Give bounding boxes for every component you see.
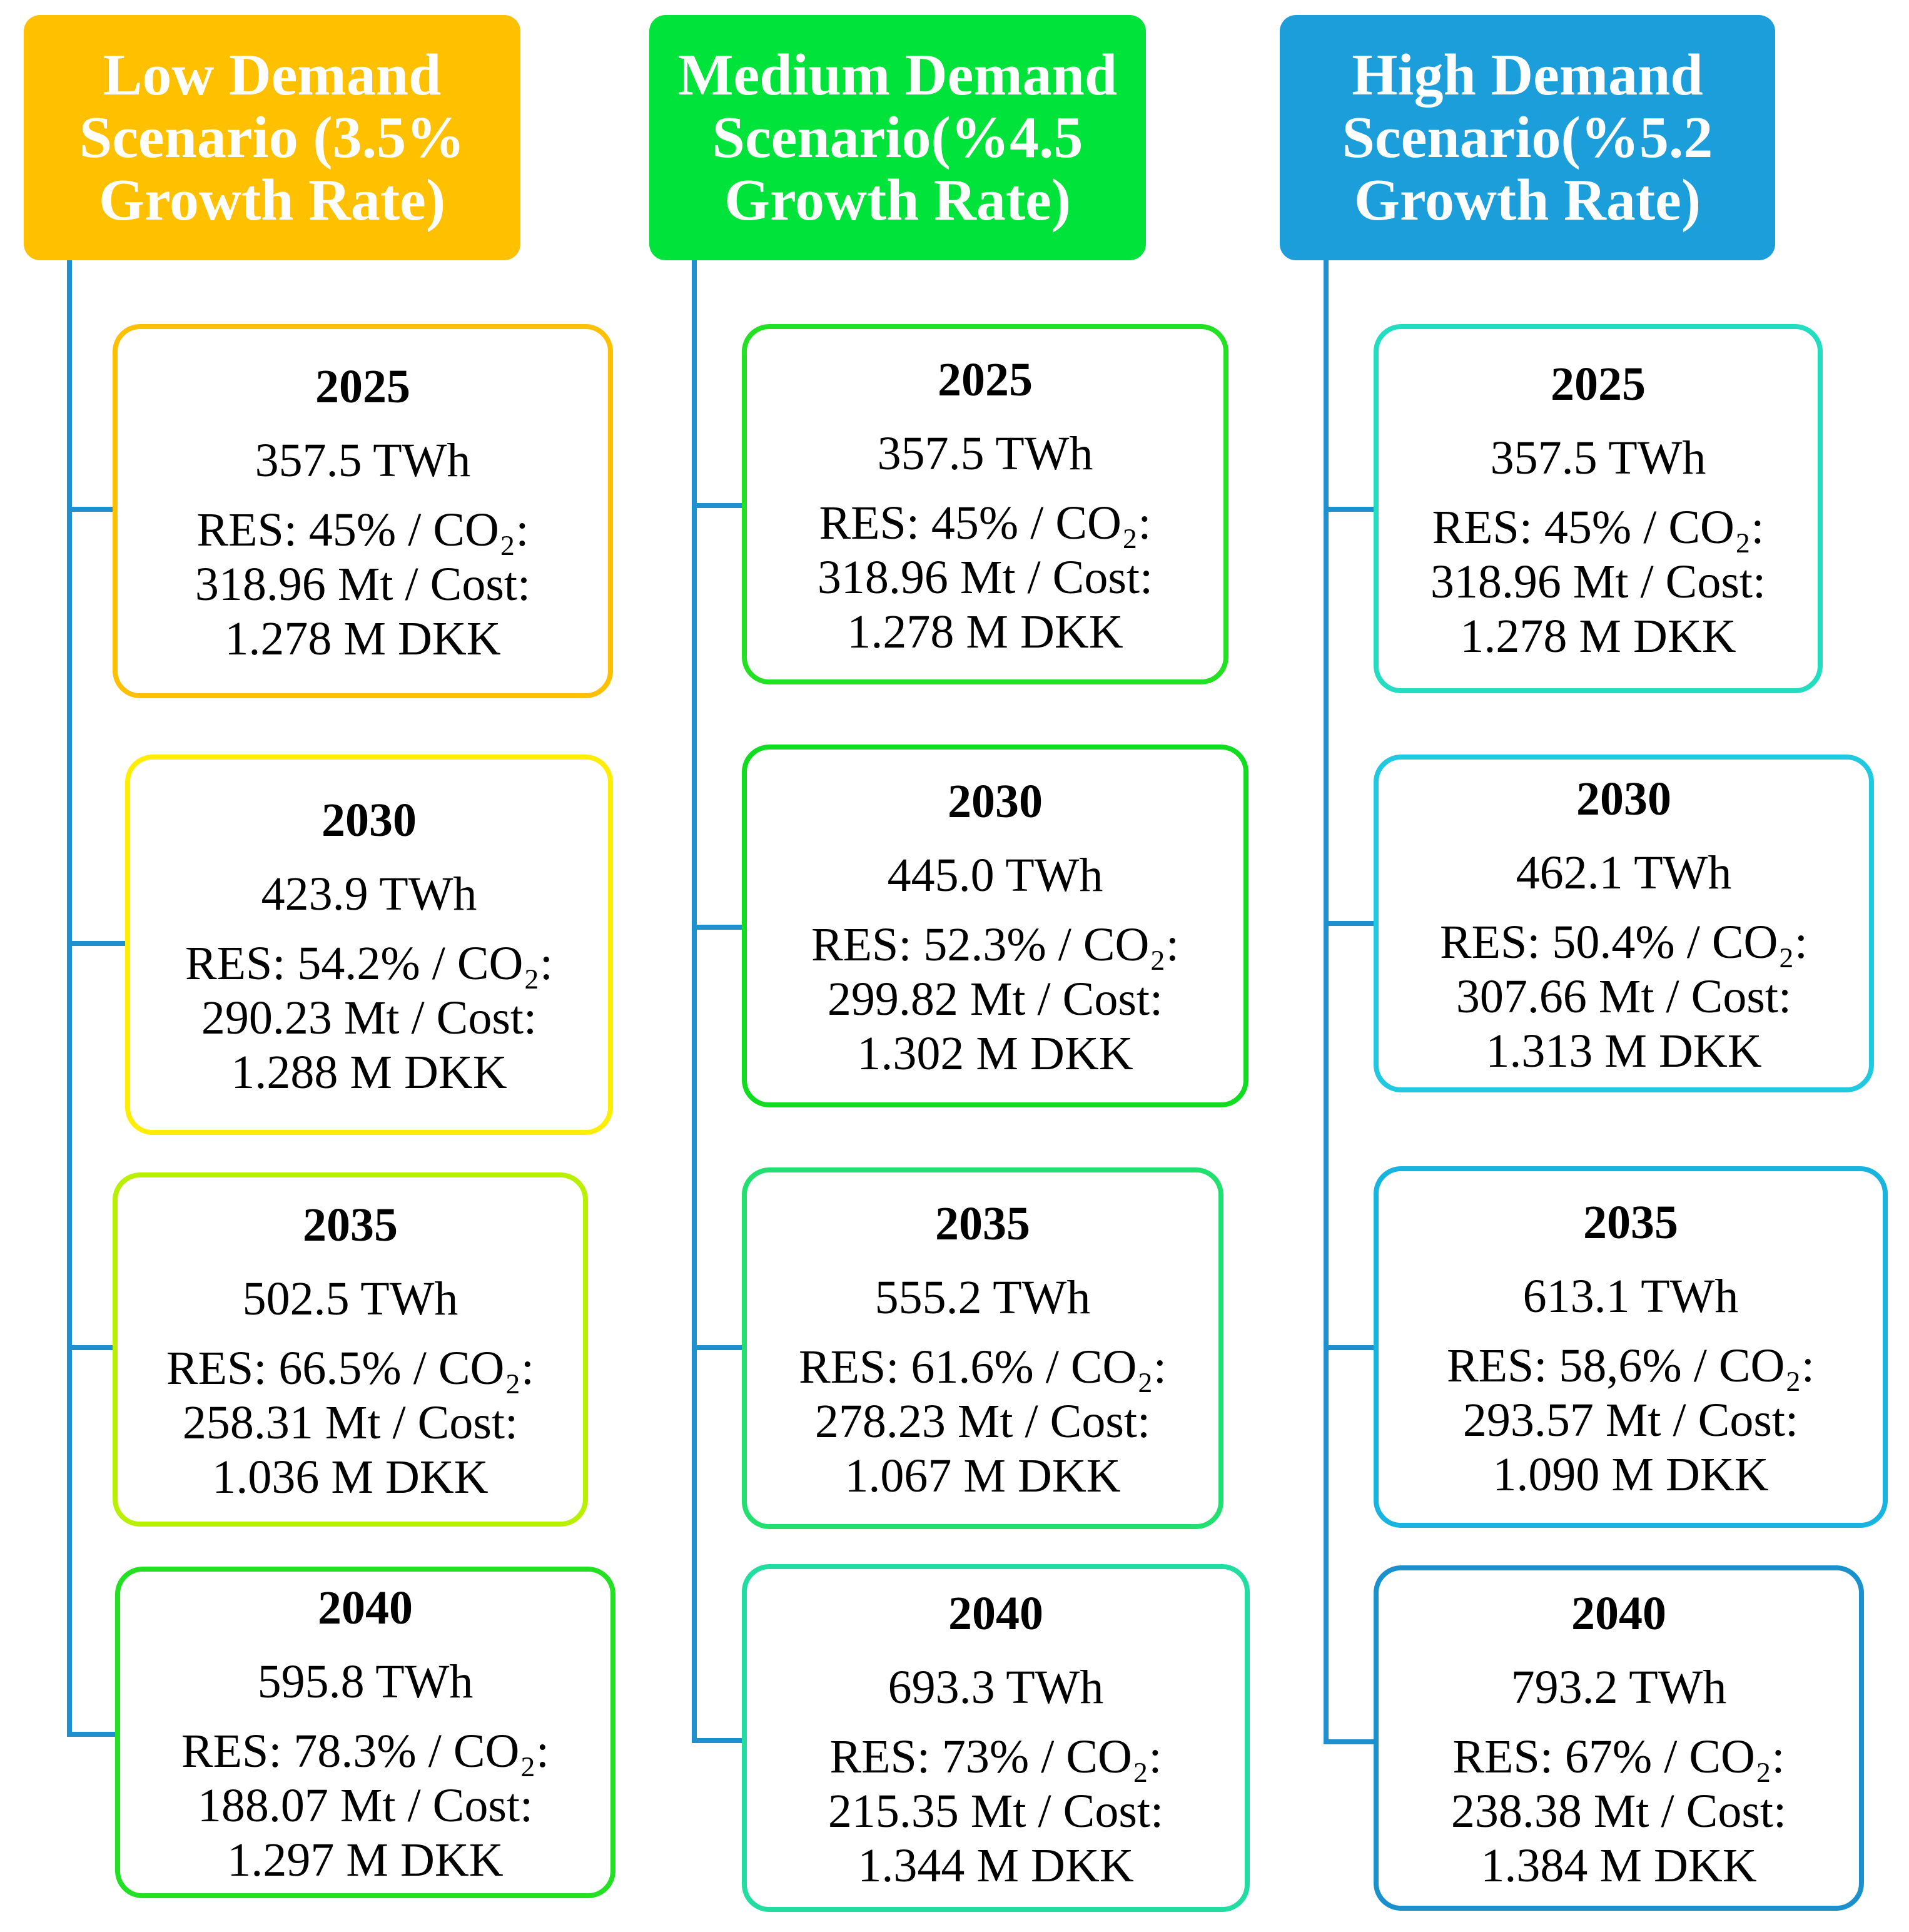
metrics-text: RES: 54.2% / CO₂: 290.23 Mt / Cost: 1.28… xyxy=(185,937,554,1099)
medium-demand-title: Medium Demand Scenario(%4.5 Growth Rate) xyxy=(677,43,1118,233)
year-label: 2040 xyxy=(318,1581,413,1634)
metrics-text: RES: 45% / CO₂: 318.96 Mt / Cost: 1.278 … xyxy=(1430,501,1766,663)
metrics-text: RES: 66.5% / CO₂: 258.31 Mt / Cost: 1.03… xyxy=(166,1341,535,1503)
year-label: 2025 xyxy=(1551,357,1646,410)
demand-value: 357.5 TWh xyxy=(1490,431,1706,484)
demand-value: 793.2 TWh xyxy=(1511,1660,1727,1714)
high-connector-2030 xyxy=(1324,921,1377,926)
medium-card-2030: 2030 445.0 TWh RES: 52.3% / CO₂: 299.82 … xyxy=(742,745,1248,1107)
year-label: 2030 xyxy=(322,793,417,847)
demand-value: 502.5 TWh xyxy=(242,1272,458,1325)
metrics-text: RES: 78.3% / CO₂: 188.07 Mt / Cost: 1.29… xyxy=(181,1724,550,1886)
year-label: 2030 xyxy=(948,775,1043,828)
high-connector-2040 xyxy=(1324,1739,1377,1744)
metrics-text: RES: 45% / CO₂: 318.96 Mt / Cost: 1.278 … xyxy=(817,496,1153,658)
medium-connector-2035 xyxy=(692,1345,744,1350)
metrics-text: RES: 50.4% / CO₂: 307.66 Mt / Cost: 1.31… xyxy=(1439,915,1808,1077)
metrics-text: RES: 45% / CO₂: 318.96 Mt / Cost: 1.278 … xyxy=(195,503,531,665)
medium-demand-header: Medium Demand Scenario(%4.5 Growth Rate) xyxy=(649,15,1146,260)
low-card-2040: 2040 595.8 TWh RES: 78.3% / CO₂: 188.07 … xyxy=(115,1567,615,1898)
demand-value: 357.5 TWh xyxy=(877,427,1093,480)
high-connector-2025 xyxy=(1324,507,1377,512)
medium-card-2035: 2035 555.2 TWh RES: 61.6% / CO₂: 278.23 … xyxy=(742,1167,1223,1529)
high-card-2035: 2035 613.1 TWh RES: 58,6% / CO₂: 293.57 … xyxy=(1374,1166,1888,1528)
medium-card-2025: 2025 357.5 TWh RES: 45% / CO₂: 318.96 Mt… xyxy=(742,324,1228,684)
year-label: 2035 xyxy=(935,1197,1030,1250)
demand-value: 613.1 TWh xyxy=(1522,1269,1739,1323)
medium-demand-connector xyxy=(692,260,697,1743)
low-connector-2030 xyxy=(67,941,127,946)
high-demand-header: High Demand Scenario(%5.2 Growth Rate) xyxy=(1280,15,1775,260)
medium-connector-2040 xyxy=(692,1738,744,1743)
high-card-2030: 2030 462.1 TWh RES: 50.4% / CO₂: 307.66 … xyxy=(1374,755,1874,1092)
year-label: 2040 xyxy=(948,1587,1043,1640)
high-card-2040: 2040 793.2 TWh RES: 67% / CO₂: 238.38 Mt… xyxy=(1374,1565,1864,1911)
year-label: 2040 xyxy=(1571,1587,1666,1640)
low-demand-connector xyxy=(67,260,72,1737)
metrics-text: RES: 58,6% / CO₂: 293.57 Mt / Cost: 1.09… xyxy=(1446,1339,1815,1501)
high-demand-title: High Demand Scenario(%5.2 Growth Rate) xyxy=(1342,43,1713,233)
low-card-2030: 2030 423.9 TWh RES: 54.2% / CO₂: 290.23 … xyxy=(125,755,613,1135)
high-connector-2035 xyxy=(1324,1345,1377,1350)
demand-value: 693.3 TWh xyxy=(888,1660,1104,1714)
medium-card-2040: 2040 693.3 TWh RES: 73% / CO₂: 215.35 Mt… xyxy=(742,1564,1250,1912)
year-label: 2035 xyxy=(1583,1196,1678,1249)
low-connector-2025 xyxy=(67,507,114,512)
low-card-2035: 2035 502.5 TWh RES: 66.5% / CO₂: 258.31 … xyxy=(113,1172,588,1527)
demand-value: 555.2 TWh xyxy=(874,1271,1091,1324)
low-demand-header: Low Demand Scenario (3.5% Growth Rate) xyxy=(24,15,520,260)
demand-value: 445.0 TWh xyxy=(887,848,1103,902)
year-label: 2025 xyxy=(315,360,410,413)
metrics-text: RES: 61.6% / CO₂: 278.23 Mt / Cost: 1.06… xyxy=(798,1340,1167,1502)
low-card-2025: 2025 357.5 TWh RES: 45% / CO₂: 318.96 Mt… xyxy=(113,324,613,698)
metrics-text: RES: 52.3% / CO₂: 299.82 Mt / Cost: 1.30… xyxy=(811,918,1180,1080)
medium-connector-2025 xyxy=(692,503,744,508)
metrics-text: RES: 67% / CO₂: 238.38 Mt / Cost: 1.384 … xyxy=(1451,1730,1787,1892)
year-label: 2035 xyxy=(303,1198,398,1251)
year-label: 2030 xyxy=(1576,772,1671,825)
year-label: 2025 xyxy=(938,353,1033,406)
low-connector-2035 xyxy=(67,1345,114,1350)
high-demand-connector xyxy=(1324,260,1329,1744)
high-card-2025: 2025 357.5 TWh RES: 45% / CO₂: 318.96 Mt… xyxy=(1374,324,1823,693)
metrics-text: RES: 73% / CO₂: 215.35 Mt / Cost: 1.344 … xyxy=(828,1730,1164,1892)
demand-value: 357.5 TWh xyxy=(255,434,471,487)
low-connector-2040 xyxy=(67,1732,117,1737)
demand-value: 423.9 TWh xyxy=(261,867,477,920)
demand-value: 462.1 TWh xyxy=(1516,846,1732,899)
medium-connector-2030 xyxy=(692,925,744,930)
demand-value: 595.8 TWh xyxy=(257,1655,473,1708)
low-demand-title: Low Demand Scenario (3.5% Growth Rate) xyxy=(79,43,465,233)
